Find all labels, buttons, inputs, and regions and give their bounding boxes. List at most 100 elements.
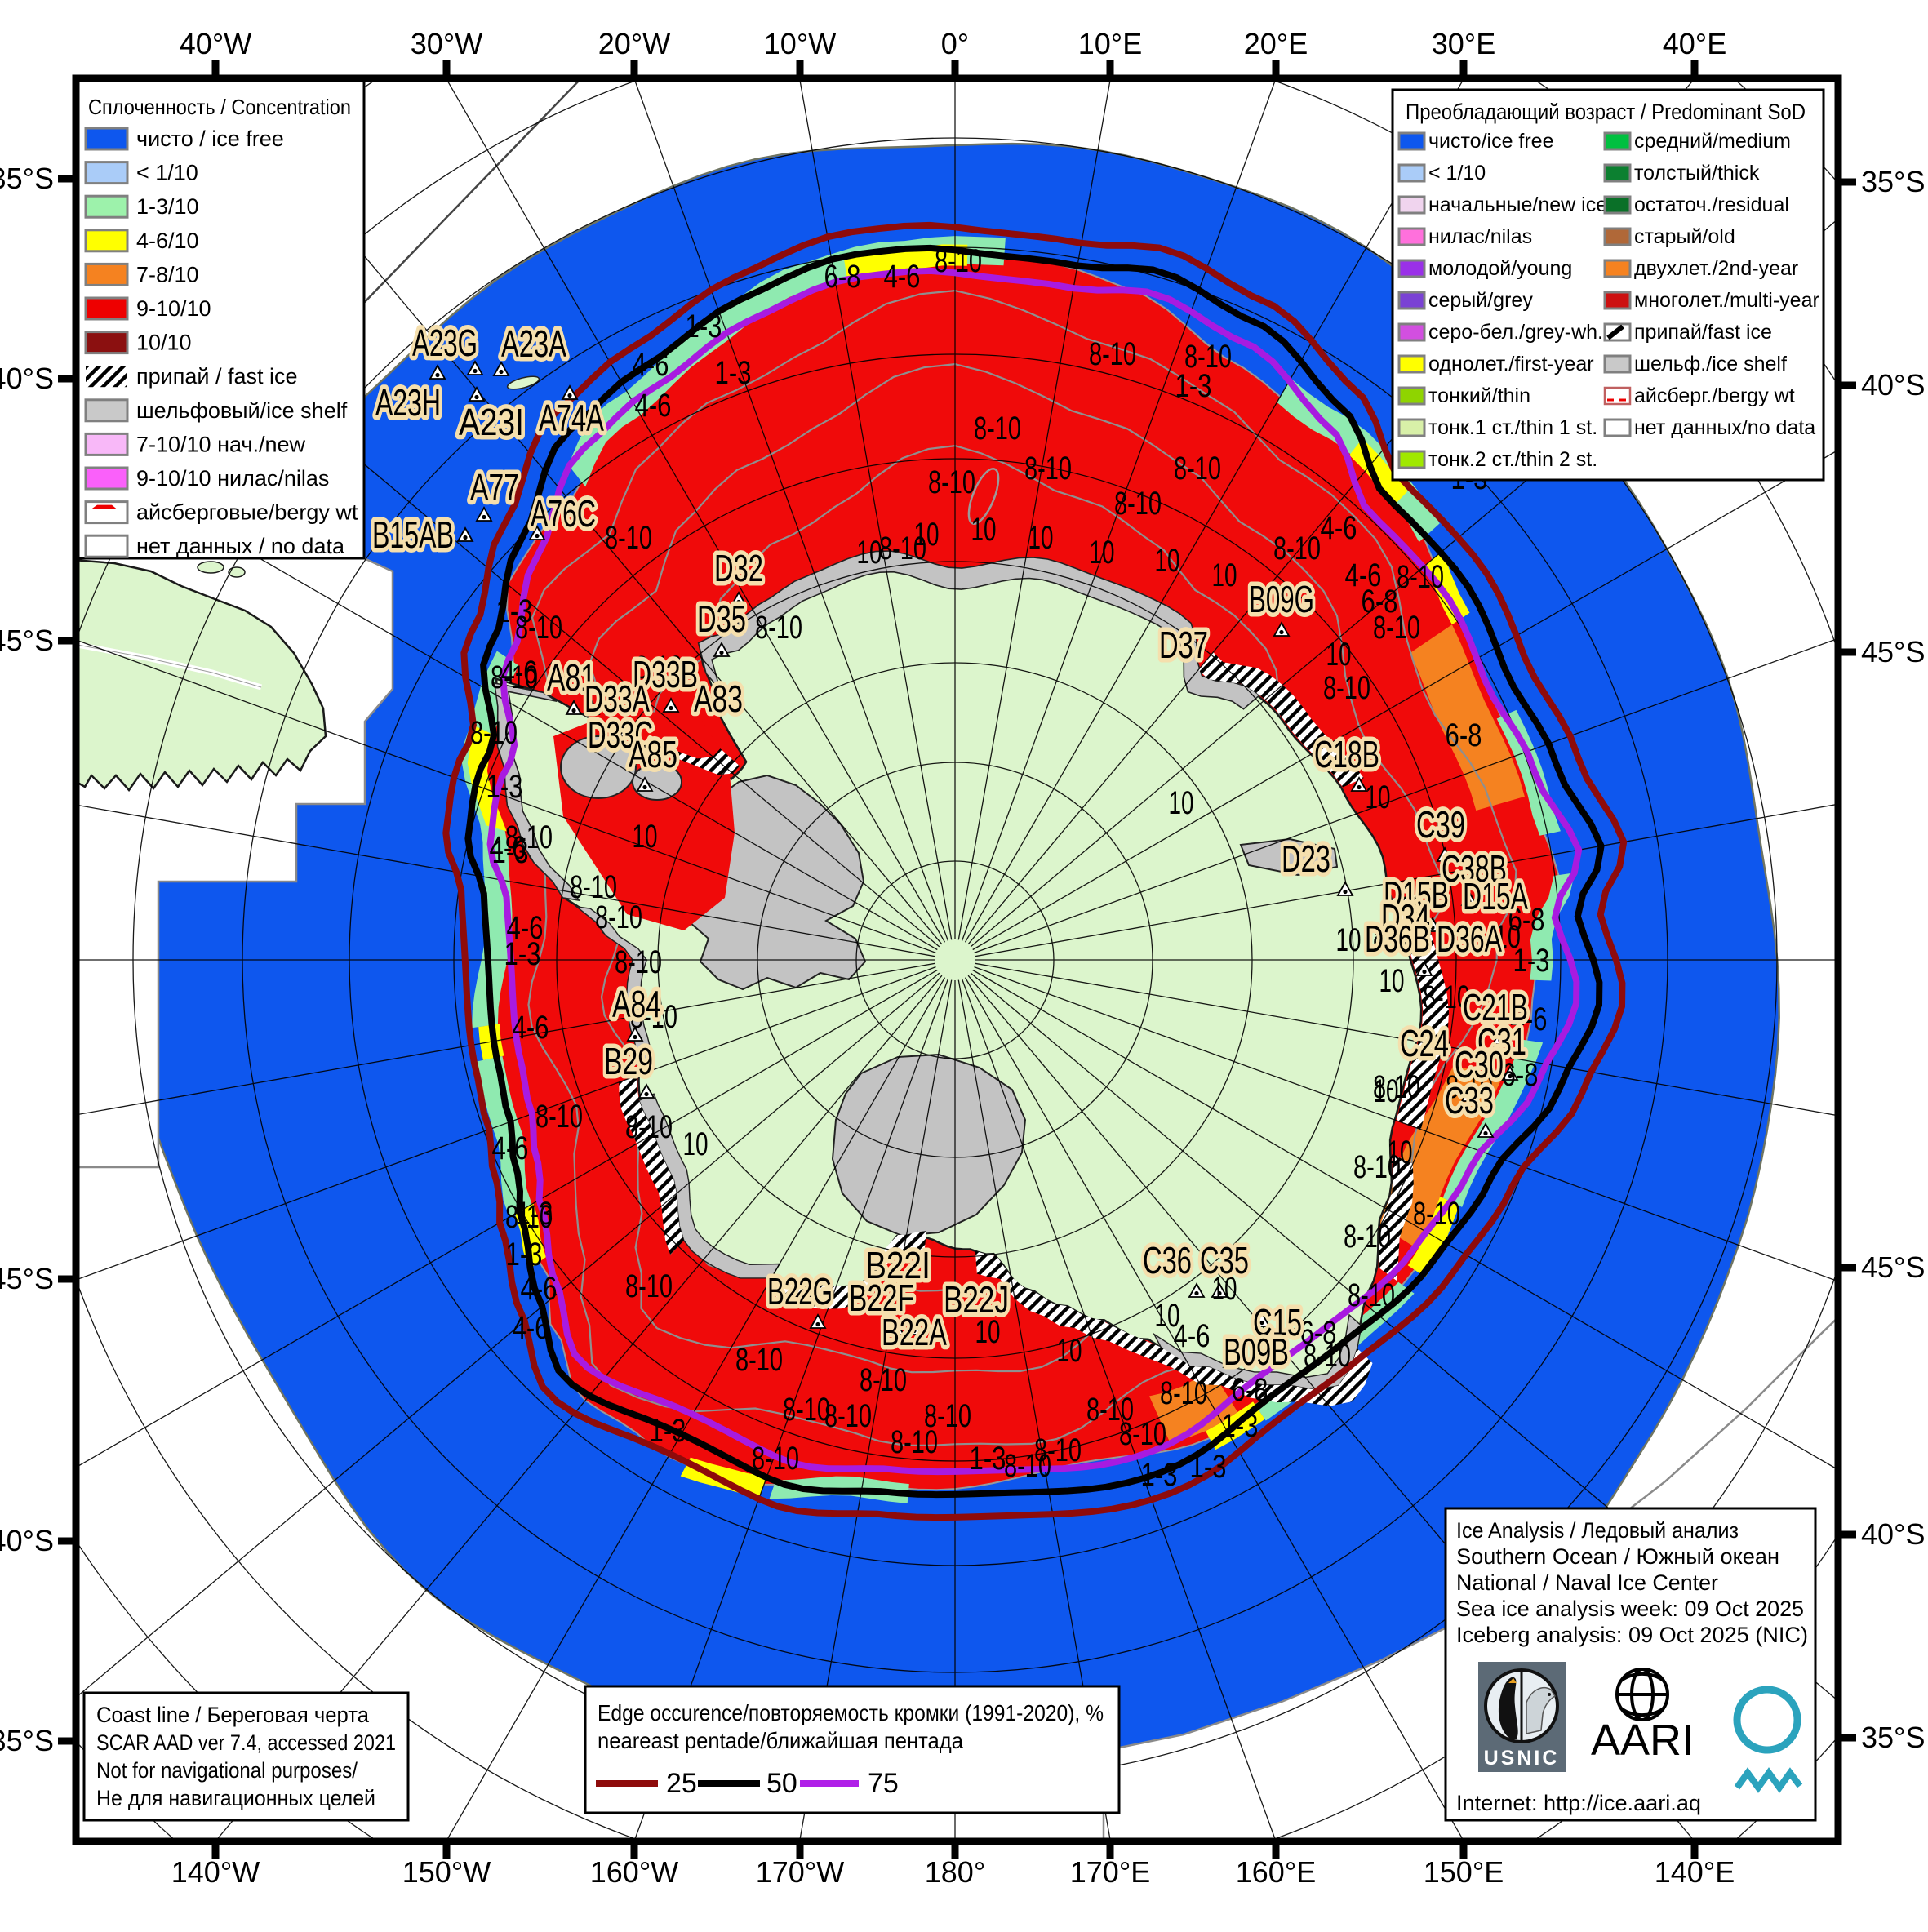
svg-text:старый/old: старый/old xyxy=(1634,225,1735,248)
svg-text:4-6/10: 4-6/10 xyxy=(136,229,199,253)
svg-text:Не для навигационных целей: Не для навигационных целей xyxy=(96,1786,375,1810)
svg-text:6-8: 6-8 xyxy=(1362,584,1398,620)
svg-text:B29: B29 xyxy=(604,1040,653,1082)
svg-text:National / Naval Ice Center: National / Naval Ice Center xyxy=(1456,1570,1718,1595)
svg-text:4-6: 4-6 xyxy=(635,388,672,424)
svg-text:150°E: 150°E xyxy=(1424,1855,1504,1889)
svg-text:40°S: 40°S xyxy=(1861,368,1925,402)
svg-text:35°S: 35°S xyxy=(0,1724,54,1757)
svg-text:тонк.1 ст./thin 1 st.: тонк.1 ст./thin 1 st. xyxy=(1428,416,1597,439)
svg-text:4-6: 4-6 xyxy=(633,347,669,383)
svg-text:нет данных / no data: нет данных / no data xyxy=(136,534,345,558)
svg-text:C35: C35 xyxy=(1200,1239,1249,1281)
svg-text:6-8: 6-8 xyxy=(1232,1372,1268,1408)
svg-text:180°: 180° xyxy=(925,1855,985,1889)
svg-text:1-3: 1-3 xyxy=(715,355,752,391)
svg-text:10°E: 10°E xyxy=(1078,27,1142,60)
svg-text:8-10: 8-10 xyxy=(935,243,982,279)
svg-text:A23H: A23H xyxy=(375,381,441,424)
svg-text:20°W: 20°W xyxy=(598,27,670,60)
svg-text:8-10: 8-10 xyxy=(615,944,662,980)
svg-text:35°S: 35°S xyxy=(1861,1721,1925,1754)
svg-text:10: 10 xyxy=(683,1126,709,1162)
svg-text:30°W: 30°W xyxy=(411,27,482,60)
svg-text:припай/fast ice: припай/fast ice xyxy=(1634,321,1772,344)
svg-text:D35: D35 xyxy=(697,597,746,640)
svg-text:B09B: B09B xyxy=(1224,1330,1289,1373)
svg-text:двухлет./2nd-year: двухлет./2nd-year xyxy=(1634,257,1798,280)
svg-text:25: 25 xyxy=(666,1768,697,1799)
svg-text:4-6: 4-6 xyxy=(1174,1318,1211,1354)
svg-text:140°W: 140°W xyxy=(171,1855,260,1889)
svg-text:0°: 0° xyxy=(941,27,969,60)
svg-text:35°S: 35°S xyxy=(0,162,54,195)
svg-text:Ice Analysis / Ледовый анализ: Ice Analysis / Ледовый анализ xyxy=(1456,1518,1739,1543)
svg-text:4-6: 4-6 xyxy=(492,1130,529,1166)
svg-text:50: 50 xyxy=(766,1768,797,1799)
svg-text:8-10: 8-10 xyxy=(1273,531,1321,566)
svg-text:A23A: A23A xyxy=(501,322,566,365)
svg-text:остаточ./residual: остаточ./residual xyxy=(1634,193,1789,216)
svg-text:6-8: 6-8 xyxy=(1446,717,1482,753)
svg-text:Edge occurence/повторяемость к: Edge occurence/повторяемость кромки (199… xyxy=(598,1700,1104,1725)
svg-text:AARI: AARI xyxy=(1591,1716,1694,1765)
svg-text:C24: C24 xyxy=(1400,1022,1449,1064)
svg-text:8-10: 8-10 xyxy=(535,1099,583,1135)
svg-text:10: 10 xyxy=(971,512,997,548)
svg-text:10: 10 xyxy=(1374,1073,1399,1109)
svg-text:8-10: 8-10 xyxy=(1024,451,1072,486)
svg-text:серый/grey: серый/grey xyxy=(1428,289,1533,312)
svg-text:8-10: 8-10 xyxy=(625,1268,673,1304)
svg-text:D36B: D36B xyxy=(1365,917,1430,960)
svg-text:8-10: 8-10 xyxy=(1323,670,1370,706)
svg-text:8-10: 8-10 xyxy=(783,1392,830,1428)
svg-text:1-3: 1-3 xyxy=(506,1237,543,1272)
svg-text:B22J: B22J xyxy=(944,1278,1009,1321)
svg-text:10/10: 10/10 xyxy=(136,331,192,355)
svg-text:10: 10 xyxy=(1169,785,1194,821)
svg-text:8-10: 8-10 xyxy=(470,715,518,751)
svg-text:B09G: B09G xyxy=(1249,578,1314,620)
svg-text:Southern Ocean / Южный океан: Southern Ocean / Южный океан xyxy=(1456,1544,1779,1569)
svg-text:4-6: 4-6 xyxy=(513,1010,549,1046)
svg-text:A23I: A23I xyxy=(459,401,524,443)
svg-text:45°S: 45°S xyxy=(0,624,54,657)
svg-text:Сплоченность / Concentration: Сплоченность / Concentration xyxy=(88,95,351,119)
svg-text:10: 10 xyxy=(1028,520,1054,556)
svg-text:D32: D32 xyxy=(714,547,763,589)
svg-text:170°E: 170°E xyxy=(1070,1855,1150,1889)
svg-text:30°E: 30°E xyxy=(1432,27,1495,60)
svg-text:A76C: A76C xyxy=(531,492,596,535)
svg-text:D23: D23 xyxy=(1282,837,1330,880)
svg-text:1-3: 1-3 xyxy=(1141,1457,1178,1493)
svg-text:тонк.2 ст./thin 2 st.: тонк.2 ст./thin 2 st. xyxy=(1428,448,1597,471)
svg-text:C18B: C18B xyxy=(1314,733,1379,775)
svg-text:45°S: 45°S xyxy=(1861,635,1925,668)
svg-text:Internet: http://ice.aari.aq: Internet: http://ice.aari.aq xyxy=(1456,1791,1701,1815)
svg-text:айсберг./bergy wt: айсберг./bergy wt xyxy=(1634,384,1795,407)
svg-text:170°W: 170°W xyxy=(756,1855,844,1889)
svg-text:6-8: 6-8 xyxy=(1300,1315,1337,1351)
svg-text:160°E: 160°E xyxy=(1236,1855,1316,1889)
svg-text:SCAR AAD ver 7.4, accessed 202: SCAR AAD ver 7.4, accessed 2021 xyxy=(96,1730,396,1755)
svg-text:A74A: A74A xyxy=(539,397,604,439)
svg-text:1-3: 1-3 xyxy=(486,769,523,805)
svg-text:10: 10 xyxy=(1090,535,1115,571)
svg-text:4-6: 4-6 xyxy=(507,910,544,946)
svg-text:8-10: 8-10 xyxy=(595,899,642,935)
svg-text:8-10: 8-10 xyxy=(1160,1375,1207,1411)
svg-text:чисто / ice free: чисто / ice free xyxy=(136,127,284,151)
svg-text:A85: A85 xyxy=(629,733,677,775)
svg-text:1-3: 1-3 xyxy=(517,1196,553,1232)
svg-text:Coast line / Береговая черта: Coast line / Береговая черта xyxy=(96,1703,370,1727)
svg-text:серо-бел./grey-wh.: серо-бел./grey-wh. xyxy=(1428,321,1603,344)
svg-text:40°E: 40°E xyxy=(1663,27,1726,60)
svg-text:1-3: 1-3 xyxy=(650,1413,686,1449)
svg-text:средний/medium: средний/medium xyxy=(1634,130,1791,153)
svg-text:150°W: 150°W xyxy=(402,1855,491,1889)
svg-text:начальные/new ice: начальные/new ice xyxy=(1428,193,1607,216)
svg-text:1-3: 1-3 xyxy=(496,593,533,629)
svg-text:10: 10 xyxy=(633,819,658,855)
svg-text:10: 10 xyxy=(1366,779,1391,815)
svg-text:1-3: 1-3 xyxy=(1190,1449,1227,1485)
